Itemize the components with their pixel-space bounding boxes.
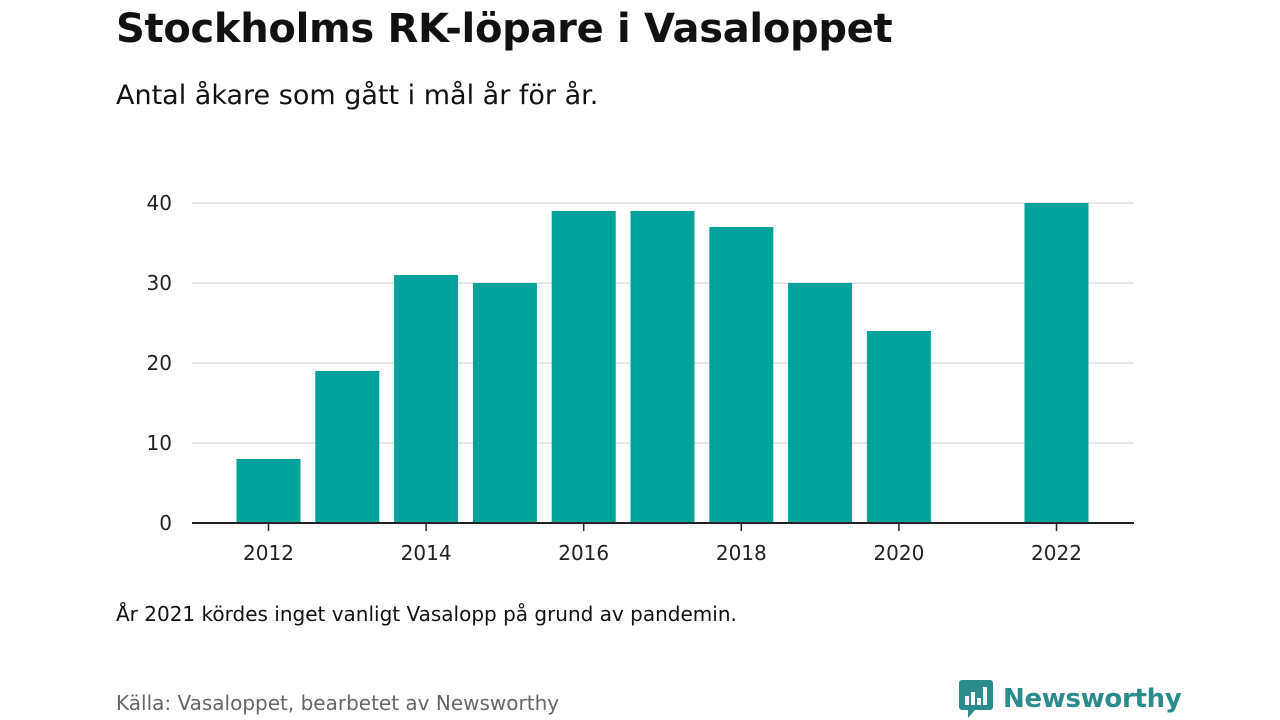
bar-2016 — [551, 211, 616, 523]
bar-2012 — [236, 459, 301, 523]
source-text: Källa: Vasaloppet, bearbetet av Newswort… — [116, 691, 560, 715]
y-tick-label: 30 — [147, 271, 172, 295]
y-axis-ticks: 0 10 20 30 40 — [147, 191, 172, 535]
x-tick-label: 2016 — [558, 541, 609, 565]
x-tick-label: 2012 — [243, 541, 294, 565]
bar-2020 — [866, 331, 931, 523]
chart-note: År 2021 kördes inget vanligt Vasalopp på… — [116, 602, 737, 626]
chart-title: Stockholms RK-löpare i Vasaloppet — [116, 6, 893, 52]
bar-2017 — [630, 211, 695, 523]
y-tick-label: 10 — [147, 431, 172, 455]
y-tick-label: 0 — [159, 511, 172, 535]
bar-chart-speech-icon — [959, 680, 993, 718]
bar-2015 — [472, 283, 537, 523]
y-tick-label: 40 — [147, 191, 172, 215]
newsworthy-logo[interactable]: Newsworthy — [959, 680, 1182, 718]
bars — [236, 203, 1089, 523]
chart-subtitle: Antal åkare som gått i mål år för år. — [116, 80, 599, 111]
bar-2019 — [788, 283, 853, 523]
x-tick-label: 2020 — [873, 541, 924, 565]
bar-2018 — [709, 227, 774, 523]
x-tick-label: 2014 — [401, 541, 452, 565]
x-axis-ticks: 2012 2014 2016 2018 2020 2022 — [243, 523, 1082, 565]
y-tick-label: 20 — [147, 351, 172, 375]
brand-name: Newsworthy — [1003, 684, 1182, 714]
x-tick-label: 2022 — [1031, 541, 1082, 565]
bar-2022 — [1024, 203, 1089, 523]
x-tick-label: 2018 — [716, 541, 767, 565]
bar-2013 — [315, 371, 380, 523]
bar-2014 — [394, 275, 459, 523]
